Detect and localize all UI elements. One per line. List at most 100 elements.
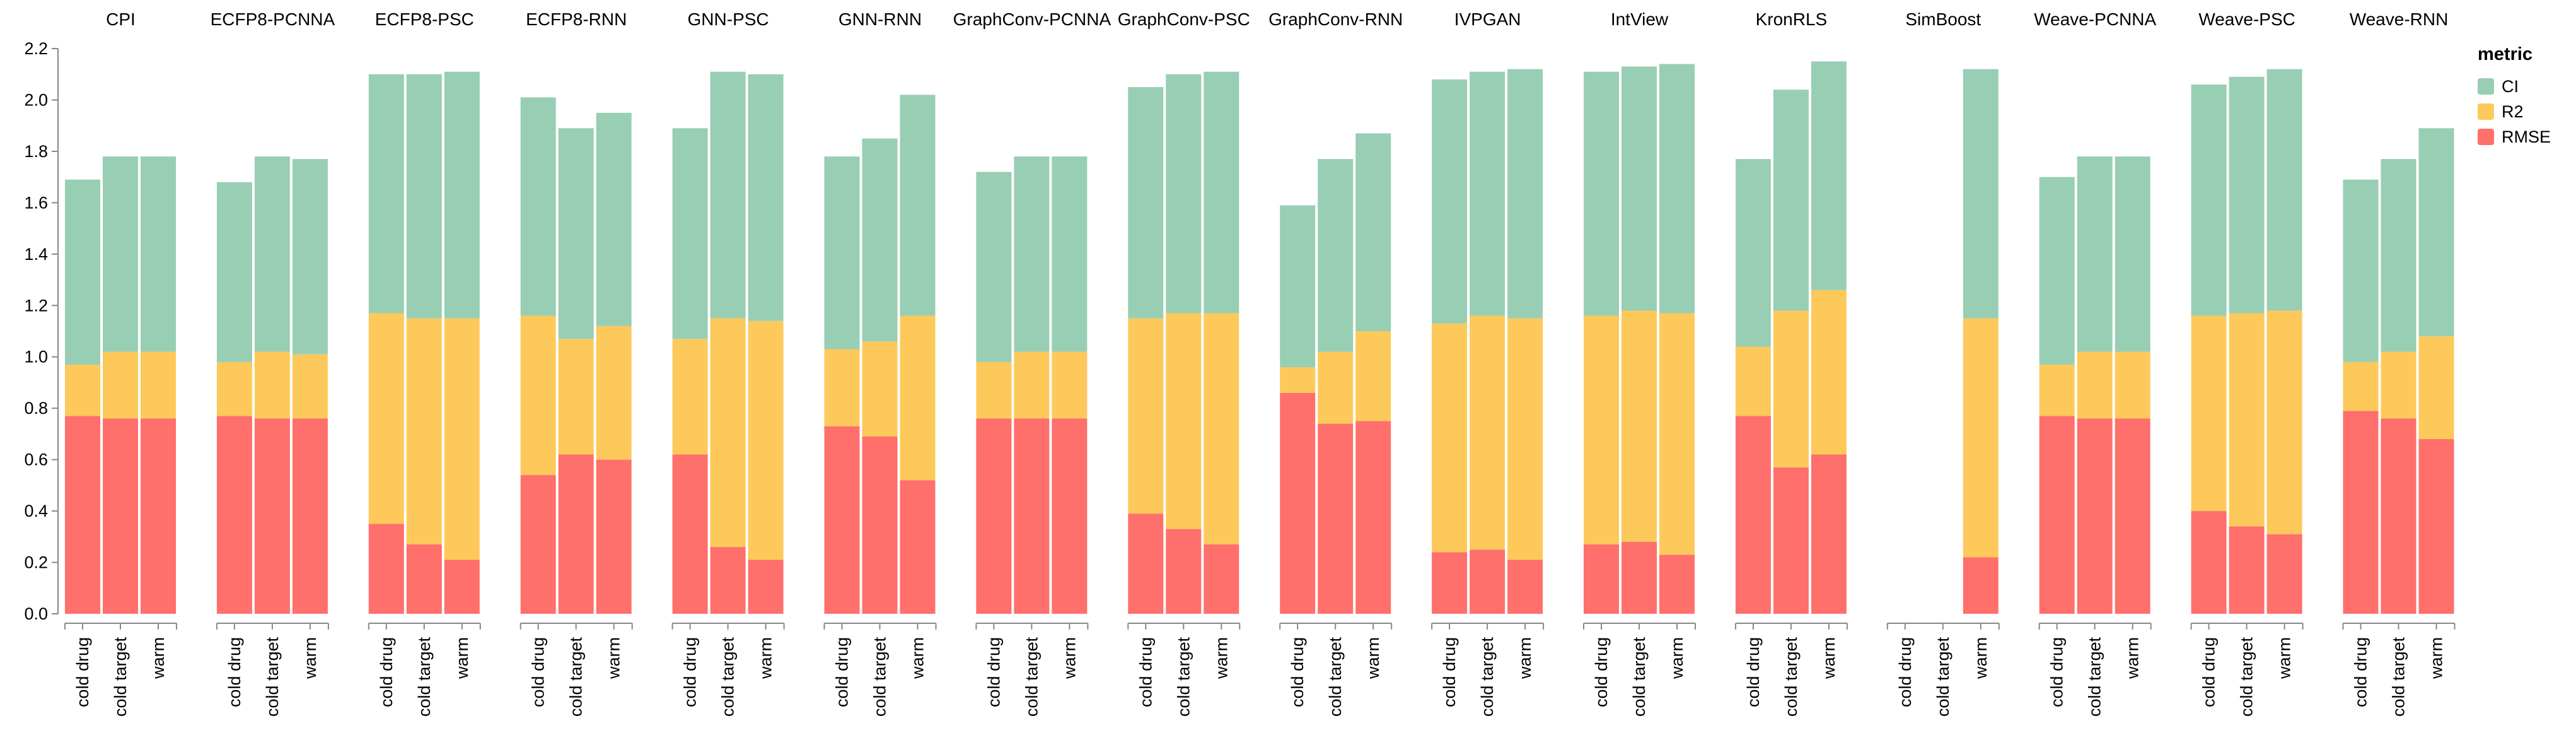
bar-segment-r2 [1204, 313, 1239, 545]
bar-segment-r2 [824, 349, 860, 426]
x-tick-label: cold target [415, 637, 434, 717]
bar-segment-r2 [2266, 310, 2302, 534]
bar-segment-rmse [900, 480, 936, 614]
bar-segment-rmse [1659, 554, 1695, 614]
x-tick-label: warm [1212, 637, 1231, 679]
bar-segment-rmse [2381, 418, 2416, 614]
bar-segment-r2 [2039, 364, 2075, 416]
x-tick-label: cold target [2389, 637, 2408, 717]
bar-segment-rmse [406, 544, 442, 614]
bar-segment-ci [1128, 87, 1164, 319]
legend-title: metric [2478, 44, 2533, 64]
bar-segment-rmse [1204, 544, 1239, 614]
bar-segment-r2 [2343, 361, 2379, 411]
x-tick-label: cold drug [1136, 637, 1155, 707]
bar-segment-ci [1622, 66, 1657, 311]
bar-segment-rmse [2343, 411, 2379, 614]
x-tick-label: cold target [567, 637, 586, 717]
bar-segment-r2 [1735, 346, 1771, 416]
bar-segment-ci [1166, 74, 1202, 314]
bar-segment-ci [2039, 177, 2075, 365]
bar-segment-rmse [2039, 416, 2075, 614]
x-tick-label: cold drug [2352, 637, 2370, 707]
bar-segment-ci [1204, 71, 1239, 314]
x-tick-label: cold drug [225, 637, 244, 707]
x-tick-label: cold drug [1592, 637, 1611, 707]
bar-segment-r2 [1280, 367, 1316, 393]
bar-segment-r2 [1622, 310, 1657, 542]
bar-segment-ci [1355, 133, 1391, 331]
legend-label-rmse: RMSE [2502, 127, 2551, 146]
bar-segment-rmse [1773, 467, 1809, 614]
bar-segment-r2 [1811, 290, 1847, 455]
bar-segment-r2 [900, 315, 936, 481]
bar-segment-ci [596, 112, 632, 326]
bar-segment-r2 [1584, 315, 1619, 545]
bar-segment-rmse [2266, 534, 2302, 614]
bar-segment-r2 [406, 318, 442, 545]
bar-segment-rmse [1622, 541, 1657, 614]
facet-title: GNN-PSC [688, 9, 769, 29]
bar-segment-rmse [672, 454, 708, 614]
y-tick-label: 0.8 [24, 399, 48, 418]
bar-segment-r2 [748, 320, 784, 560]
bar-segment-rmse [292, 418, 328, 614]
bar-segment-rmse [520, 475, 556, 614]
bar-segment-ci [2077, 156, 2113, 352]
x-tick-label: warm [757, 637, 775, 679]
bar-segment-r2 [520, 315, 556, 476]
x-tick-label: cold target [2237, 637, 2256, 717]
x-tick-label: cold target [1174, 637, 1193, 717]
bar-segment-ci [672, 128, 708, 339]
x-tick-label: cold drug [529, 637, 548, 707]
bar-segment-rmse [1166, 529, 1202, 614]
bar-segment-ci [2381, 159, 2416, 352]
x-tick-label: cold drug [1288, 637, 1307, 707]
facet-title: GraphConv-PCNNA [953, 9, 1111, 29]
x-tick-label: cold target [1630, 637, 1649, 717]
bar-segment-rmse [710, 547, 746, 614]
bar-segment-r2 [2381, 351, 2416, 419]
y-tick-label: 1.0 [24, 348, 48, 367]
bar-segment-rmse [2077, 418, 2113, 614]
bar-segment-rmse [65, 416, 100, 614]
bar-segment-ci [1507, 69, 1543, 319]
bar-segment-r2 [2077, 351, 2113, 419]
bar-segment-ci [2191, 85, 2227, 316]
bar-segment-rmse [368, 524, 404, 614]
x-tick-label: warm [1364, 637, 1383, 679]
bar-segment-ci [2115, 156, 2150, 352]
bar-segment-ci [1052, 156, 1088, 352]
legend-swatch-ci [2478, 78, 2494, 95]
x-tick-label: cold drug [73, 637, 92, 707]
x-tick-label: warm [301, 637, 320, 679]
bar-segment-ci [368, 74, 404, 314]
y-tick-label: 1.8 [24, 142, 48, 161]
legend-label-ci: CI [2502, 76, 2519, 96]
legend-item-rmse: RMSE [2478, 124, 2572, 150]
bar-segment-ci [1811, 61, 1847, 290]
bar-segment-r2 [1128, 318, 1164, 514]
bar-segment-r2 [65, 364, 100, 416]
x-tick-label: cold target [1022, 637, 1041, 717]
bar-segment-ci [406, 74, 442, 319]
bar-segment-r2 [368, 313, 404, 524]
bar-segment-rmse [1052, 418, 1088, 614]
legend-label-r2: R2 [2502, 102, 2524, 121]
chart-canvas: 0.0 0.2 0.4 0.6 0.8 1.0 1.2 1.4 1.6 1.8 2.0 2.2 CPI c… [24, 9, 2456, 717]
bar-segment-ci [1735, 159, 1771, 347]
x-tick-label: cold drug [681, 637, 700, 707]
x-tick-label: warm [908, 637, 927, 679]
bar-segment-ci [2266, 69, 2302, 311]
y-tick-label: 1.2 [24, 296, 48, 315]
bar-segment-r2 [292, 354, 328, 419]
bar-segment-r2 [1166, 313, 1202, 529]
facet-title: GNN-RNN [838, 9, 922, 29]
bar-segment-ci [1584, 71, 1619, 316]
bar-segment-r2 [1659, 313, 1695, 555]
bar-segment-r2 [1963, 318, 1999, 558]
bar-segment-ci [710, 71, 746, 319]
x-tick-label: cold drug [1440, 637, 1459, 707]
bar-segment-rmse [254, 418, 290, 614]
bar-segment-ci [292, 159, 328, 355]
